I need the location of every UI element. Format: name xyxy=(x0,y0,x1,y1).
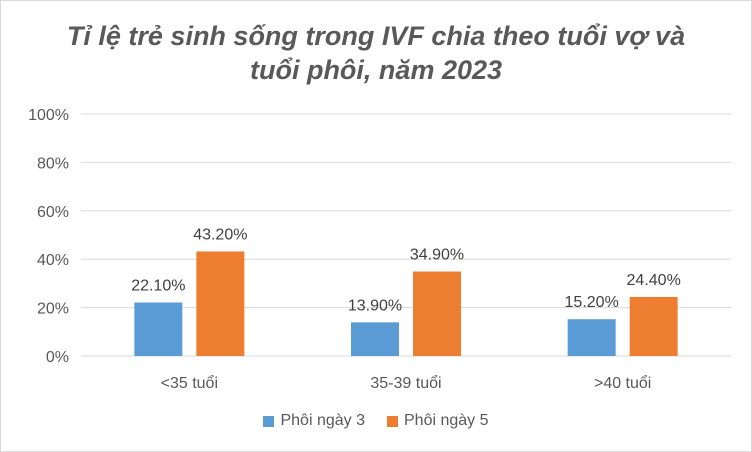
data-label: 15.20% xyxy=(565,294,619,311)
data-label: 34.90% xyxy=(410,247,464,264)
y-tick-label: 60% xyxy=(37,204,69,221)
legend-swatch-series-1 xyxy=(263,415,275,427)
data-label: 43.20% xyxy=(193,226,247,243)
y-tick-label: 40% xyxy=(37,252,69,269)
legend: Phôi ngày 3 Phôi ngày 5 xyxy=(1,412,751,430)
data-label: 22.10% xyxy=(131,278,185,295)
legend-item-series-2: Phôi ngày 5 xyxy=(387,412,489,430)
legend-swatch-series-2 xyxy=(387,415,398,427)
y-tick-label: 100% xyxy=(28,107,69,124)
chart-title-line-2: tuổi phôi, năm 2023 xyxy=(249,55,503,85)
bar xyxy=(196,251,245,356)
data-label: 13.90% xyxy=(348,297,402,314)
bar xyxy=(413,271,461,356)
legend-label-series-1: Phôi ngày 3 xyxy=(280,412,365,429)
x-category-label: >40 tuổi xyxy=(594,374,651,392)
bar xyxy=(629,296,678,356)
legend-item-series-1: Phôi ngày 3 xyxy=(263,412,365,430)
bar xyxy=(351,322,399,356)
chart-title: Tỉ lệ trẻ sinh sống trong IVF chia theo … xyxy=(1,19,751,87)
y-tick-label: 80% xyxy=(37,155,69,172)
x-category-label: 35-39 tuổi xyxy=(370,374,441,392)
bar xyxy=(567,319,616,356)
data-label: 24.40% xyxy=(627,272,681,289)
legend-label-series-2: Phôi ngày 5 xyxy=(404,412,489,429)
y-tick-label: 20% xyxy=(37,301,69,318)
chart-title-line-1: Tỉ lệ trẻ sinh sống trong IVF chia theo … xyxy=(66,21,686,51)
y-tick-label: 0% xyxy=(46,349,69,366)
bar xyxy=(134,302,183,356)
x-category-label: <35 tuổi xyxy=(161,374,218,392)
